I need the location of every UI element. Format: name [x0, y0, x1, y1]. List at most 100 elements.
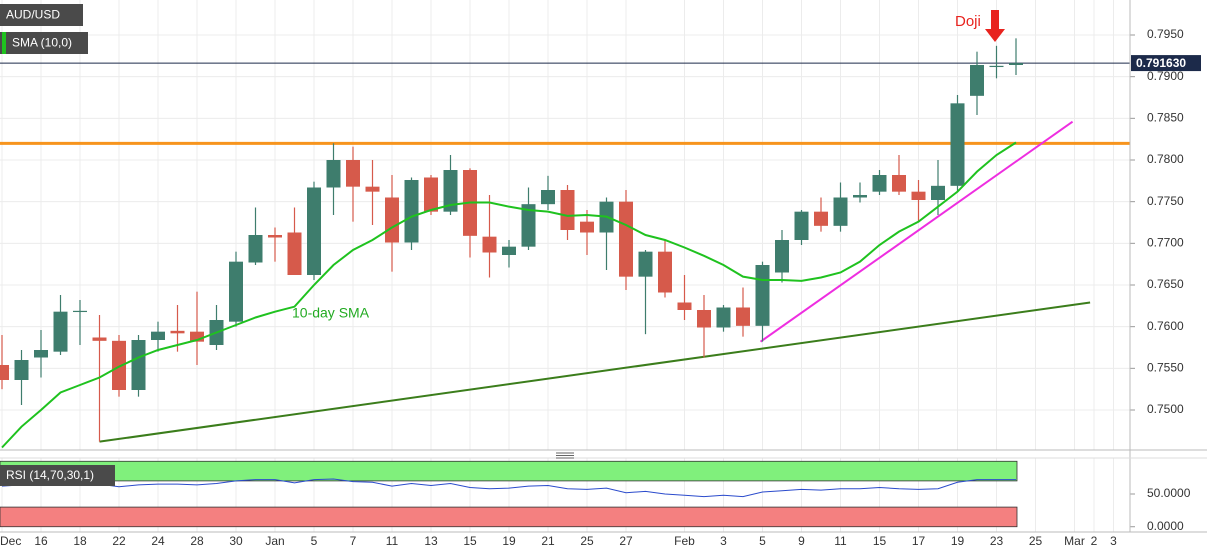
x-tick-label: 24 [151, 534, 165, 548]
x-tick-label: 7 [350, 534, 357, 548]
trend-line [759, 120, 1074, 343]
candle-body [248, 235, 263, 263]
candle-body [716, 307, 731, 328]
x-tick-label: 21 [541, 534, 555, 548]
rsi-band [0, 506, 1018, 528]
x-tick-label: 11 [834, 534, 847, 548]
candle-body [950, 103, 965, 186]
legend-box [0, 465, 115, 486]
y-tick-label: 0.7650 [1147, 277, 1184, 291]
legend-label: SMA (10,0) [12, 36, 72, 50]
y-tick-label: 0.0000 [1147, 519, 1184, 533]
y-tick-label: 0.7850 [1147, 111, 1184, 125]
candle-body [892, 175, 906, 192]
x-tick-label: 15 [873, 534, 887, 548]
y-tick-label: 0.7500 [1147, 402, 1184, 416]
candle-body [872, 175, 887, 192]
candle-body [287, 232, 302, 275]
y-tick-label: 0.7950 [1147, 27, 1184, 41]
candle-body [151, 331, 165, 340]
candle-body [833, 197, 848, 226]
legend-swatch [2, 32, 6, 54]
x-tick-label: 17 [912, 534, 926, 548]
candle-body [73, 310, 87, 313]
price-plot [0, 38, 1130, 449]
y-tick-label: 0.7700 [1147, 236, 1184, 250]
candle-body [307, 187, 321, 275]
candle-body [541, 190, 555, 205]
last-price-label: 0.791630 [1136, 56, 1186, 70]
candle-body [424, 177, 438, 212]
rsi-panel: 50.0000 0.0000 [0, 460, 1191, 533]
annotation: Doji [955, 13, 981, 30]
y-tick-label: 0.7600 [1147, 319, 1184, 333]
rsi-line [1, 478, 1016, 498]
overlay: AUD/USD SMA (10,0) RSI (14,70,30,1) Doji… [0, 4, 1005, 486]
last-price-box [1131, 55, 1201, 72]
candle-body [365, 186, 380, 192]
candle-body [580, 221, 594, 233]
candle-body [385, 197, 399, 243]
candle-body [736, 307, 750, 326]
candle-body [443, 170, 458, 212]
candle-body [1009, 63, 1023, 65]
candle-body [658, 251, 672, 293]
candle-body [638, 251, 653, 277]
x-tick-label: 3 [720, 534, 727, 548]
x-tick-label: 16 [34, 534, 48, 548]
candle-body [560, 190, 575, 230]
splitter[interactable] [556, 452, 574, 459]
y-tick-label: 0.7550 [1147, 361, 1184, 375]
x-tick-label: 23 [990, 534, 1004, 548]
candle-body [0, 365, 9, 380]
x-tick-label: 25 [1029, 534, 1043, 548]
x-tick-label: 30 [229, 534, 243, 548]
x-tick-label: Feb [674, 534, 695, 548]
candle-body [755, 265, 770, 326]
candle-body [931, 185, 945, 200]
candle-body [677, 302, 692, 310]
candle-body [14, 360, 29, 380]
candle-body [112, 340, 126, 390]
rsi-band [0, 460, 1018, 482]
legend-box [0, 4, 83, 26]
candle-body [911, 191, 926, 200]
x-tick-label: 9 [798, 534, 805, 548]
y-tick-label: 0.7900 [1147, 69, 1184, 83]
candle-body [326, 160, 341, 188]
y-tick-label: 0.7800 [1147, 152, 1184, 166]
x-tick-label: 22 [112, 534, 126, 548]
y-tick-label: 50.0000 [1147, 486, 1191, 500]
x-tick-label: 28 [190, 534, 204, 548]
candle-body [268, 235, 282, 238]
candle-body [989, 65, 1004, 68]
candle-body [814, 211, 828, 226]
candle-body [521, 204, 536, 247]
candle-body [619, 201, 633, 277]
candle-body [775, 240, 789, 273]
x-tick-label: 11 [386, 534, 399, 548]
candle-body [697, 310, 711, 328]
candle-body [346, 160, 360, 187]
candle-body [190, 331, 204, 342]
x-tick-label: Jan [265, 534, 284, 548]
candle-body [131, 340, 146, 390]
sma-line [1, 141, 1017, 449]
legend-label: RSI (14,70,30,1) [6, 468, 94, 482]
x-tick-label: Dec [0, 534, 21, 548]
x-tick-label: 19 [502, 534, 516, 548]
x-tick-label: 18 [73, 534, 87, 548]
candle-body [794, 211, 809, 240]
legend-label: AUD/USD [6, 8, 60, 22]
candle-body [853, 195, 867, 198]
candle-body [92, 337, 107, 341]
annotation-arrow [985, 10, 1005, 42]
candle-body [404, 180, 419, 243]
legend-box [0, 32, 88, 54]
x-tick-label: 15 [463, 534, 477, 548]
trend-line [99, 301, 1091, 443]
x-tick-label: 13 [424, 534, 438, 548]
candle-body [482, 236, 497, 253]
y-tick-label: 0.7750 [1147, 194, 1184, 208]
